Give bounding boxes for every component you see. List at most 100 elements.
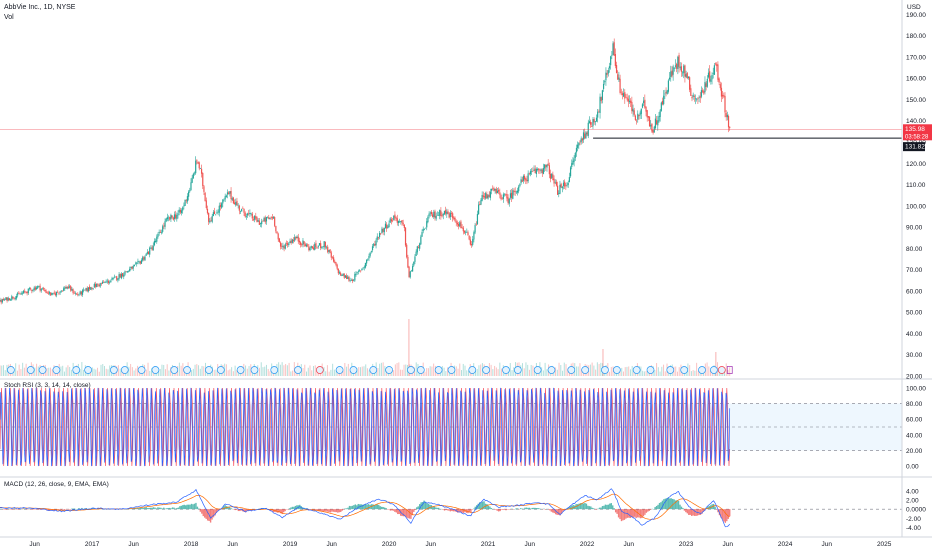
macd-histogram-bar	[356, 505, 358, 510]
macd-histogram-bar	[418, 504, 421, 510]
price-tick-label: 110.00	[906, 182, 926, 189]
macd-histogram-bar	[15, 509, 17, 510]
volume-bar	[37, 366, 39, 376]
time-tick-label: Jun	[326, 541, 337, 548]
candle-body	[224, 196, 226, 200]
volume-bar	[63, 371, 65, 376]
volume-bar	[15, 363, 17, 376]
candle-body	[317, 245, 319, 247]
volume-bar	[278, 362, 280, 376]
macd-histogram-bar	[22, 508, 25, 510]
volume-bar	[609, 371, 611, 376]
candle-body	[185, 200, 187, 201]
volume-bar	[649, 371, 651, 376]
candle-body	[165, 218, 167, 222]
candle-body	[355, 273, 357, 275]
candle-body	[645, 106, 647, 112]
volume-bar	[490, 364, 492, 376]
volume-bar	[349, 371, 351, 376]
macd-histogram-bar	[176, 507, 178, 510]
macd-histogram-bar	[664, 498, 667, 510]
candle-body	[599, 96, 601, 114]
candle-body	[113, 276, 115, 278]
candle-body	[552, 174, 554, 180]
macd-histogram-bar	[481, 501, 484, 510]
volume-bar	[600, 362, 602, 376]
candle-body	[248, 213, 250, 214]
volume-bar	[708, 366, 710, 376]
candle-body	[250, 213, 252, 215]
time-tick-label: Jun	[227, 541, 238, 548]
macd-histogram-bar	[272, 509, 275, 513]
candle-body	[641, 104, 644, 108]
macd-histogram-bar	[452, 509, 455, 512]
event-badge	[183, 366, 191, 374]
candle-body	[225, 195, 227, 198]
candle-body	[485, 193, 487, 199]
time-tick-label: 2024	[778, 541, 793, 548]
candle-body	[558, 192, 560, 194]
macd-histogram-bar	[620, 509, 623, 522]
time-tick-label: 2017	[85, 541, 100, 548]
price-tick-label: 120.00	[906, 161, 926, 168]
candle-body	[124, 271, 126, 275]
candle-body	[417, 247, 420, 248]
macd-histogram-bar	[138, 507, 140, 510]
candle-body	[79, 291, 81, 295]
volume-bar	[542, 370, 544, 376]
volume-bar	[528, 369, 530, 376]
candle-body	[64, 287, 66, 289]
volume-bar	[46, 368, 48, 376]
candle-body	[278, 238, 280, 242]
macd-histogram-bar	[451, 509, 453, 511]
candle-body	[490, 188, 493, 191]
volume-bar	[629, 369, 631, 376]
candle-body	[236, 200, 238, 206]
macd-histogram-bar	[170, 508, 172, 510]
volume-bar	[306, 371, 308, 376]
macd-histogram-bar	[427, 503, 430, 510]
macd-histogram-bar	[727, 509, 729, 519]
candle-body	[105, 281, 107, 283]
candle-body	[4, 299, 6, 301]
volume-bar	[246, 368, 248, 376]
candle-body	[469, 239, 471, 245]
volume-bar	[391, 370, 393, 376]
candle-body	[138, 261, 140, 263]
volume-bar	[527, 364, 529, 376]
candle-body	[523, 175, 526, 180]
candle-body	[493, 188, 495, 191]
volume-bar	[429, 366, 431, 376]
macd-histogram-bar	[680, 506, 683, 510]
volume-bar	[330, 369, 332, 376]
candle-body	[38, 285, 40, 287]
candle-body	[222, 199, 224, 204]
volume-bar	[83, 369, 85, 376]
volume-bar	[133, 370, 135, 376]
candle-body	[233, 202, 236, 205]
candle-body	[725, 112, 727, 118]
macd-histogram-bar	[443, 509, 446, 511]
stoch-rsi-title: Stoch RSI (3, 3, 14, 14, close)	[4, 382, 91, 389]
macd-histogram-bar	[677, 500, 680, 510]
rsi-tick-label: 0.00	[906, 464, 919, 471]
candle-body	[544, 164, 546, 169]
candle-body	[654, 118, 657, 129]
volume-bar	[285, 364, 287, 376]
candle-body	[634, 115, 637, 120]
candle-body	[50, 292, 52, 296]
volume-bar	[309, 365, 311, 376]
volume-bar	[281, 362, 283, 376]
volume-bar	[103, 366, 105, 376]
candle-body	[647, 115, 649, 118]
macd-histogram-bar	[398, 509, 400, 515]
candle-body	[307, 244, 309, 246]
candle-body	[301, 244, 303, 246]
candle-body	[127, 270, 130, 272]
volume-spike	[408, 319, 410, 376]
candle-body	[626, 97, 628, 100]
candle-body	[18, 292, 20, 294]
volume-bar	[494, 365, 496, 376]
macd-histogram-bar	[49, 509, 51, 511]
